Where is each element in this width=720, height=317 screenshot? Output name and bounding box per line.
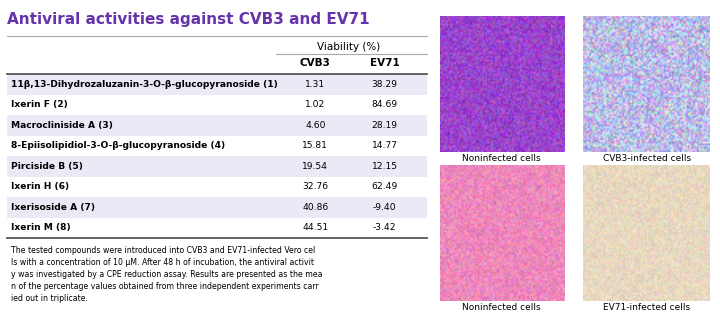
Text: -9.40: -9.40 [373, 203, 397, 212]
Text: 32.76: 32.76 [302, 182, 328, 191]
Text: Antiviral activities against CVB3 and EV71: Antiviral activities against CVB3 and EV… [7, 12, 370, 28]
Text: -3.42: -3.42 [373, 223, 397, 232]
Text: 84.69: 84.69 [372, 100, 397, 109]
FancyBboxPatch shape [7, 74, 426, 94]
FancyBboxPatch shape [7, 177, 426, 197]
Text: 19.54: 19.54 [302, 162, 328, 171]
Text: 15.81: 15.81 [302, 141, 328, 150]
Text: 1.02: 1.02 [305, 100, 325, 109]
Text: Ixerisoside A (7): Ixerisoside A (7) [12, 203, 95, 212]
FancyBboxPatch shape [7, 197, 426, 217]
Text: EV71-infected cells: EV71-infected cells [603, 303, 690, 312]
Text: 12.15: 12.15 [372, 162, 397, 171]
Text: EV71: EV71 [369, 58, 400, 68]
Text: 44.51: 44.51 [302, 223, 328, 232]
Text: Ixerin H (6): Ixerin H (6) [12, 182, 70, 191]
Text: 8-Epiisolipidiol-3-O-β-glucopyranoside (4): 8-Epiisolipidiol-3-O-β-glucopyranoside (… [12, 141, 225, 150]
Text: Ixerin M (8): Ixerin M (8) [12, 223, 71, 232]
Text: 38.29: 38.29 [372, 80, 397, 89]
Text: The tested compounds were introduced into CVB3 and EV71-infected Vero cel
ls wit: The tested compounds were introduced int… [12, 246, 323, 303]
Text: 4.60: 4.60 [305, 121, 325, 130]
Text: Macrocliniside A (3): Macrocliniside A (3) [12, 121, 113, 130]
Text: Viability (%): Viability (%) [318, 42, 381, 52]
Text: 11β,13-Dihydrozaluzanin-3-O-β-glucopyranoside (1): 11β,13-Dihydrozaluzanin-3-O-β-glucopyran… [12, 80, 278, 89]
Text: 40.86: 40.86 [302, 203, 328, 212]
Text: Ixerin F (2): Ixerin F (2) [12, 100, 68, 109]
Text: 28.19: 28.19 [372, 121, 397, 130]
FancyBboxPatch shape [7, 135, 426, 156]
Text: Pirciside B (5): Pirciside B (5) [12, 162, 84, 171]
FancyBboxPatch shape [7, 94, 426, 115]
FancyBboxPatch shape [7, 156, 426, 177]
Text: CVB3: CVB3 [300, 58, 330, 68]
Text: Noninfected cells: Noninfected cells [462, 303, 541, 312]
Text: 1.31: 1.31 [305, 80, 325, 89]
FancyBboxPatch shape [7, 217, 426, 238]
FancyBboxPatch shape [7, 115, 426, 135]
Text: CVB3-infected cells: CVB3-infected cells [603, 154, 690, 163]
Text: 62.49: 62.49 [372, 182, 397, 191]
Text: 14.77: 14.77 [372, 141, 397, 150]
Text: Noninfected cells: Noninfected cells [462, 154, 541, 163]
